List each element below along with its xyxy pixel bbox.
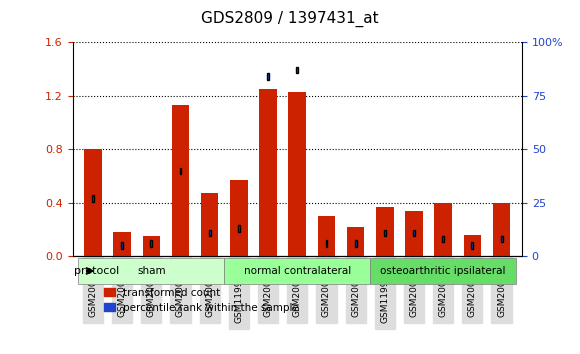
- Bar: [405, 211, 423, 256]
- FancyBboxPatch shape: [472, 242, 473, 249]
- Legend: transformed count, percentile rank within the sample: transformed count, percentile rank withi…: [100, 284, 303, 317]
- FancyBboxPatch shape: [267, 74, 269, 80]
- Bar: [493, 203, 510, 256]
- FancyBboxPatch shape: [209, 229, 211, 236]
- Bar: [318, 216, 335, 256]
- FancyBboxPatch shape: [121, 242, 123, 249]
- Bar: [434, 203, 452, 256]
- Bar: [201, 194, 219, 256]
- Bar: [288, 92, 306, 256]
- FancyBboxPatch shape: [78, 258, 224, 284]
- Bar: [230, 180, 248, 256]
- Bar: [143, 236, 160, 256]
- Bar: [463, 235, 481, 256]
- FancyBboxPatch shape: [384, 229, 386, 236]
- Text: protocol: protocol: [74, 266, 119, 276]
- Text: sham: sham: [137, 266, 166, 276]
- Bar: [376, 207, 394, 256]
- Text: normal contralateral: normal contralateral: [244, 266, 351, 276]
- Text: GDS2809 / 1397431_at: GDS2809 / 1397431_at: [201, 11, 379, 27]
- Bar: [172, 105, 189, 256]
- FancyBboxPatch shape: [370, 258, 516, 284]
- FancyBboxPatch shape: [296, 67, 298, 74]
- Bar: [347, 227, 364, 256]
- FancyBboxPatch shape: [238, 225, 240, 232]
- FancyBboxPatch shape: [355, 240, 357, 247]
- FancyBboxPatch shape: [150, 240, 152, 247]
- FancyBboxPatch shape: [443, 236, 444, 242]
- Bar: [113, 232, 131, 256]
- FancyBboxPatch shape: [180, 167, 182, 174]
- FancyBboxPatch shape: [501, 236, 502, 242]
- Bar: [259, 89, 277, 256]
- FancyBboxPatch shape: [413, 229, 415, 236]
- Bar: [84, 149, 102, 256]
- Text: osteoarthritic ipsilateral: osteoarthritic ipsilateral: [380, 266, 506, 276]
- FancyBboxPatch shape: [224, 258, 370, 284]
- FancyBboxPatch shape: [325, 240, 327, 247]
- FancyBboxPatch shape: [92, 195, 94, 202]
